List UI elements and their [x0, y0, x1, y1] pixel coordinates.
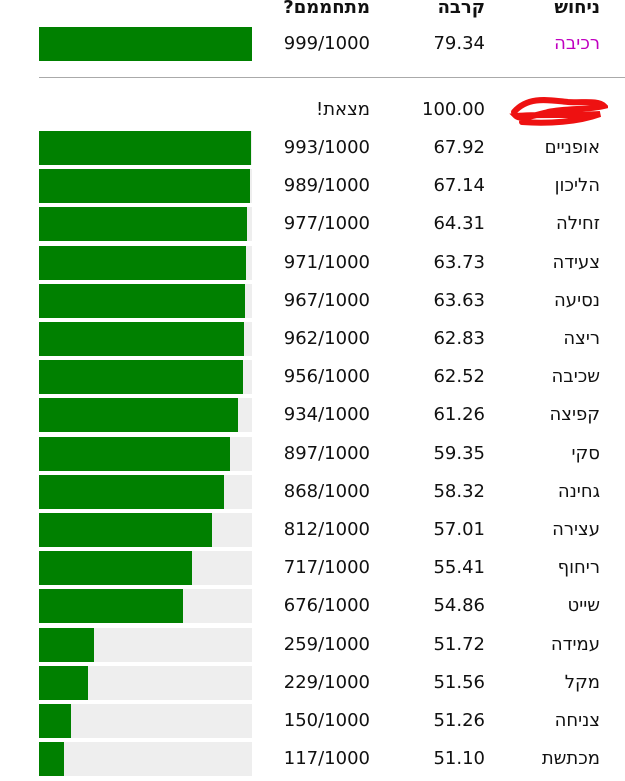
progress-track [39, 742, 252, 777]
progress-bar [39, 589, 183, 624]
similarity: 55.41 [433, 557, 485, 579]
guess-word: מקל [564, 671, 600, 693]
header-guess: ניחוש [554, 0, 600, 18]
rank-label: 956/1000 [283, 366, 370, 388]
rank-label: 993/1000 [283, 137, 370, 158]
similarity: 51.72 [433, 633, 485, 655]
similarity: 59.35 [433, 442, 485, 464]
progress-track [39, 704, 252, 738]
guess-word: אופניים [544, 137, 600, 158]
rank-label: 117/1000 [283, 748, 370, 770]
progress-bar [39, 131, 251, 165]
progress-bar [39, 169, 250, 204]
similarity: 62.52 [433, 366, 485, 388]
progress-bar [39, 474, 224, 509]
rank-label: 962/1000 [283, 328, 370, 349]
guess-word: עמידה [550, 633, 600, 655]
guess-word: ריחוף [557, 557, 600, 579]
progress-track [39, 27, 252, 61]
similarity: 63.73 [433, 251, 485, 273]
progress-track [39, 322, 252, 356]
similarity: 54.86 [433, 595, 485, 617]
progress-bar [39, 322, 244, 356]
progress-track [39, 283, 252, 318]
similarity: 51.56 [433, 671, 485, 693]
progress-bar [39, 742, 64, 777]
rank-label: 229/1000 [283, 671, 370, 693]
progress-track [39, 474, 252, 509]
rank-label: 259/1000 [283, 633, 370, 655]
progress-track [39, 360, 252, 395]
rank-label: 967/1000 [283, 289, 370, 311]
progress-track [39, 131, 252, 165]
guess-word: צעידה [552, 251, 600, 273]
progress-bar [39, 513, 212, 547]
guess-word: רכיבה [554, 33, 600, 54]
similarity: 51.10 [433, 748, 485, 770]
rank-label: 812/1000 [283, 519, 370, 540]
progress-track [39, 513, 252, 547]
guess-word: שייט [567, 595, 600, 617]
progress-bar [39, 398, 238, 433]
progress-track [39, 627, 252, 662]
guess-word: הליכון [554, 175, 600, 197]
progress-track [39, 551, 252, 586]
progress-track [39, 665, 252, 700]
progress-bar [39, 627, 95, 662]
progress-bar [39, 704, 71, 738]
rank-label: 868/1000 [283, 480, 370, 502]
rank-label: 999/1000 [283, 33, 370, 54]
guess-word: שכיבה [551, 366, 600, 388]
progress-track [39, 589, 252, 624]
progress-track [39, 398, 252, 433]
similarity: 57.01 [433, 519, 485, 540]
rank-label: 934/1000 [283, 404, 370, 426]
guess-word: צניחה [554, 710, 600, 731]
similarity: 64.31 [433, 213, 485, 235]
similarity: 51.26 [433, 710, 485, 731]
similarity: 67.14 [433, 175, 485, 197]
guess-word: סקי [571, 442, 600, 464]
rank-label: 717/1000 [283, 557, 370, 579]
rank-label: 971/1000 [283, 251, 370, 273]
progress-bar [39, 283, 245, 318]
progress-bar [39, 207, 248, 242]
progress-track [39, 207, 252, 242]
progress-track [39, 436, 252, 471]
guess-word: זחילה [555, 213, 600, 235]
similarity: 58.32 [433, 480, 485, 502]
similarity: 63.63 [433, 289, 485, 311]
guess-word: גחינה [557, 480, 600, 502]
progress-bar [39, 551, 192, 586]
guess-word: ריצה [563, 328, 600, 349]
header-rank: מתחממם? [283, 0, 370, 18]
guess-word: קפיצה [549, 404, 600, 426]
progress-bar [39, 665, 88, 700]
similarity: 79.34 [433, 33, 485, 54]
rank-label: 989/1000 [283, 175, 370, 197]
separator [39, 77, 625, 78]
header-similarity: קרבה [437, 0, 485, 18]
progress-track [39, 169, 252, 204]
progress-bar [39, 436, 231, 471]
rank-label: 897/1000 [283, 442, 370, 464]
guess-word: נסיעה [554, 289, 600, 311]
guess-word: עצירה [552, 519, 600, 540]
similarity: 62.83 [433, 328, 485, 349]
rank-label: 676/1000 [283, 595, 370, 617]
progress-bar [39, 360, 243, 395]
progress-track [39, 245, 252, 280]
redacted-word [509, 97, 608, 126]
found-status: מצאת! [316, 99, 370, 120]
rank-label: 150/1000 [283, 710, 370, 731]
guess-word: מכתשת [541, 748, 600, 770]
similarity: 61.26 [433, 404, 485, 426]
similarity: 100.00 [422, 99, 485, 120]
rank-label: 977/1000 [283, 213, 370, 235]
similarity: 67.92 [433, 137, 485, 158]
progress-bar [39, 245, 246, 280]
progress-bar [39, 27, 252, 61]
